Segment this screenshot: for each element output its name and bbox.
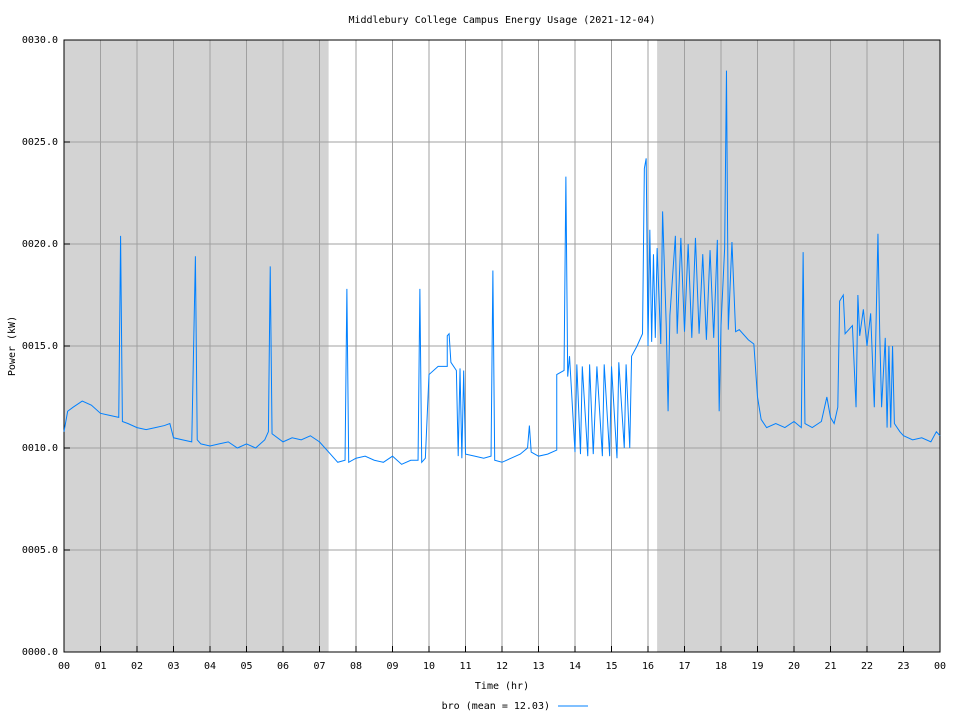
x-tick-label: 05 xyxy=(240,661,252,672)
y-tick-label: 0025.0 xyxy=(22,137,58,148)
x-tick-label: 03 xyxy=(167,661,179,672)
x-tick-label: 09 xyxy=(386,661,398,672)
x-tick-label: 20 xyxy=(788,661,800,672)
y-axis-label: Power (kW) xyxy=(7,316,18,376)
data-line xyxy=(63,70,941,465)
x-tick-label: 01 xyxy=(94,661,106,672)
x-tick-label: 18 xyxy=(715,661,727,672)
x-tick-label: 12 xyxy=(496,661,508,672)
x-tick-label: 02 xyxy=(131,661,143,672)
y-tick-label: 0015.0 xyxy=(22,341,58,352)
x-tick-label: 16 xyxy=(642,661,654,672)
y-tick-label: 0000.0 xyxy=(22,647,58,658)
x-tick-label: 06 xyxy=(277,661,289,672)
x-tick-label: 15 xyxy=(605,661,617,672)
y-tick-label: 0030.0 xyxy=(22,35,58,46)
plot-border xyxy=(63,39,941,653)
x-tick-label: 22 xyxy=(861,661,873,672)
x-tick-label: 11 xyxy=(459,661,471,672)
x-tick-label: 00 xyxy=(58,661,70,672)
x-axis-label: Time (hr) xyxy=(475,681,529,692)
x-tick-label: 17 xyxy=(678,661,690,672)
chart-title: Middlebury College Campus Energy Usage (… xyxy=(348,15,655,26)
x-tick-label: 21 xyxy=(824,661,836,672)
legend-label: bro (mean = 12.03) xyxy=(442,701,550,712)
x-tick-label: 08 xyxy=(350,661,362,672)
x-tick-label: 13 xyxy=(532,661,544,672)
x-tick-label: 04 xyxy=(204,661,216,672)
y-tick-label: 0010.0 xyxy=(22,443,58,454)
x-tick-label: 19 xyxy=(751,661,763,672)
y-tick-label: 0020.0 xyxy=(22,239,58,250)
x-tick-label: 00 xyxy=(934,661,946,672)
x-tick-label: 23 xyxy=(897,661,909,672)
x-tick-label: 14 xyxy=(569,661,581,672)
x-tick-label: 10 xyxy=(423,661,435,672)
y-tick-label: 0005.0 xyxy=(22,545,58,556)
x-tick-label: 07 xyxy=(313,661,325,672)
